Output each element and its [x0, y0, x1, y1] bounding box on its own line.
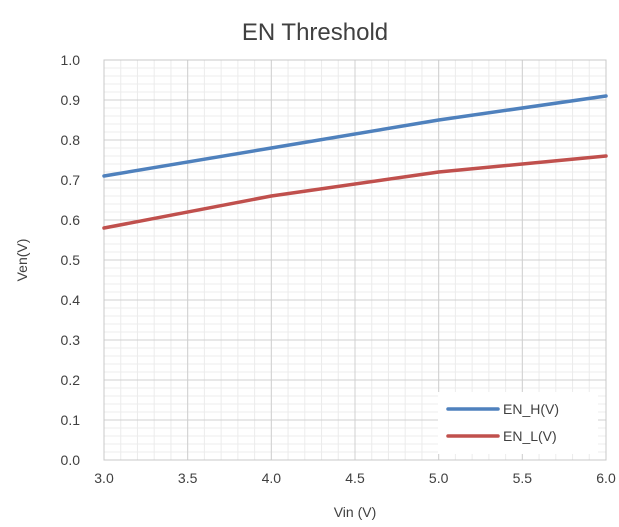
x-axis-title: Vin (V): [334, 504, 377, 520]
x-tick-label: 3.5: [178, 470, 198, 486]
legend-label: EN_H(V): [503, 401, 559, 417]
chart-title: EN Threshold: [242, 19, 388, 46]
series-line-en-l: [102, 154, 608, 230]
x-tick-label: 5.0: [429, 470, 449, 486]
x-tick-label: 3.0: [94, 470, 114, 486]
legend-label: EN_L(V): [503, 428, 557, 444]
axis-layer: 3.0 3.5 4.0 4.5 5.0 5.5 6.0 0.0 0.1 0.2 0.3 0.4 0.5 0…: [61, 52, 616, 486]
y-tick-label: 0.5: [61, 252, 81, 268]
x-tick-label: 4.5: [345, 470, 365, 486]
y-tick-label: 0.6: [61, 212, 81, 228]
legend-box: [438, 392, 598, 454]
x-tick-label: 6.0: [596, 470, 616, 486]
y-tick-label: 1.0: [61, 52, 81, 68]
y-tick-label: 0.4: [61, 292, 81, 308]
y-tick-label: 0.7: [61, 172, 81, 188]
y-tick-label: 0.8: [61, 132, 81, 148]
series-line-en-h: [102, 94, 608, 178]
series-layer: [102, 94, 608, 230]
legend: EN_H(V) EN_L(V): [438, 392, 598, 454]
plot-area-border: [103, 59, 607, 461]
y-tick-label: 0.1: [61, 412, 81, 428]
y-tick-label: 0.2: [61, 372, 81, 388]
y-axis-title: Ven(V): [14, 239, 30, 282]
x-tick-label: 4.0: [262, 470, 282, 486]
y-tick-label: 0.3: [61, 332, 81, 348]
y-tick-label: 0.0: [61, 452, 81, 468]
y-tick-label: 0.9: [61, 92, 81, 108]
x-tick-label: 5.5: [513, 470, 533, 486]
